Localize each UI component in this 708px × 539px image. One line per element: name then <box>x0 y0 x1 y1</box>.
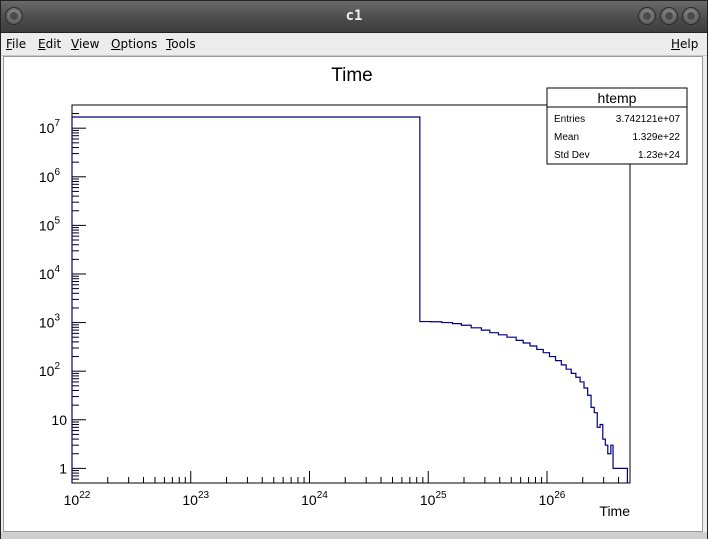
y-tick-label: 104 <box>39 264 61 282</box>
chart-title: Time <box>331 65 373 86</box>
maximize-icon[interactable] <box>660 7 678 25</box>
x-tick-label: 1026 <box>539 490 566 508</box>
y-axis-tick-labels: 1 10 102 103 104 105 106 107 <box>39 118 67 476</box>
x-tick-label: 1025 <box>420 490 447 508</box>
minimize-icon[interactable] <box>638 7 656 25</box>
root-canvas[interactable]: Time 1022 1023 1024 1025 1026 1 10 102 103 104 10… <box>3 56 703 532</box>
x-axis-tick-labels: 1022 1023 1024 1025 1026 <box>64 490 566 508</box>
stats-mean-label: Mean <box>554 132 579 143</box>
x-tick-label: 1022 <box>64 490 91 508</box>
x-axis-label: Time <box>599 503 630 519</box>
menu-options[interactable]: Options <box>111 37 158 51</box>
menu-tools[interactable]: Tools <box>166 37 196 51</box>
stats-box[interactable]: htemp Entries 3.742121e+07 Mean 1.329e+2… <box>546 87 688 165</box>
y-tick-label: 10 <box>51 412 67 428</box>
y-tick-label: 103 <box>39 313 61 331</box>
stats-entries-label: Entries <box>554 114 585 125</box>
y-axis-ticks <box>72 104 86 484</box>
menu-edit[interactable]: Edit <box>38 37 62 51</box>
stats-stddev-label: Std Dev <box>554 150 590 161</box>
x-tick-label: 1024 <box>301 490 328 508</box>
close-icon[interactable] <box>682 7 700 25</box>
stats-mean-value: 1.329e+22 <box>632 132 680 143</box>
y-tick-label: 105 <box>39 215 61 233</box>
window-title: c1 <box>345 8 363 24</box>
stats-entries-value: 3.742121e+07 <box>616 114 681 125</box>
stats-box-frame <box>546 87 688 165</box>
y-tick-label: 107 <box>39 118 61 136</box>
window-menu-icon[interactable] <box>5 7 23 25</box>
x-tick-label: 1023 <box>182 490 209 508</box>
window-bottom-border <box>1 532 707 539</box>
x-axis-ticks <box>71 471 631 483</box>
y-tick-label: 106 <box>39 167 61 185</box>
stats-stddev-value: 1.23e+24 <box>638 150 680 161</box>
plot-frame <box>71 104 631 484</box>
menu-view[interactable]: View <box>71 37 100 51</box>
menu-file[interactable]: File <box>6 37 27 51</box>
stats-box-title: htemp <box>598 90 637 106</box>
histogram-plot: Time 1022 1023 1024 1025 1026 1 10 102 103 104 10… <box>39 65 688 519</box>
y-tick-label: 1 <box>59 460 67 476</box>
menubar: File Edit View Options Tools Help <box>1 33 707 56</box>
menu-help[interactable]: Help <box>671 37 699 51</box>
histogram-series-line[interactable] <box>71 116 629 483</box>
window-titlebar[interactable]: c1 <box>1 1 707 33</box>
y-tick-label: 102 <box>39 361 61 379</box>
